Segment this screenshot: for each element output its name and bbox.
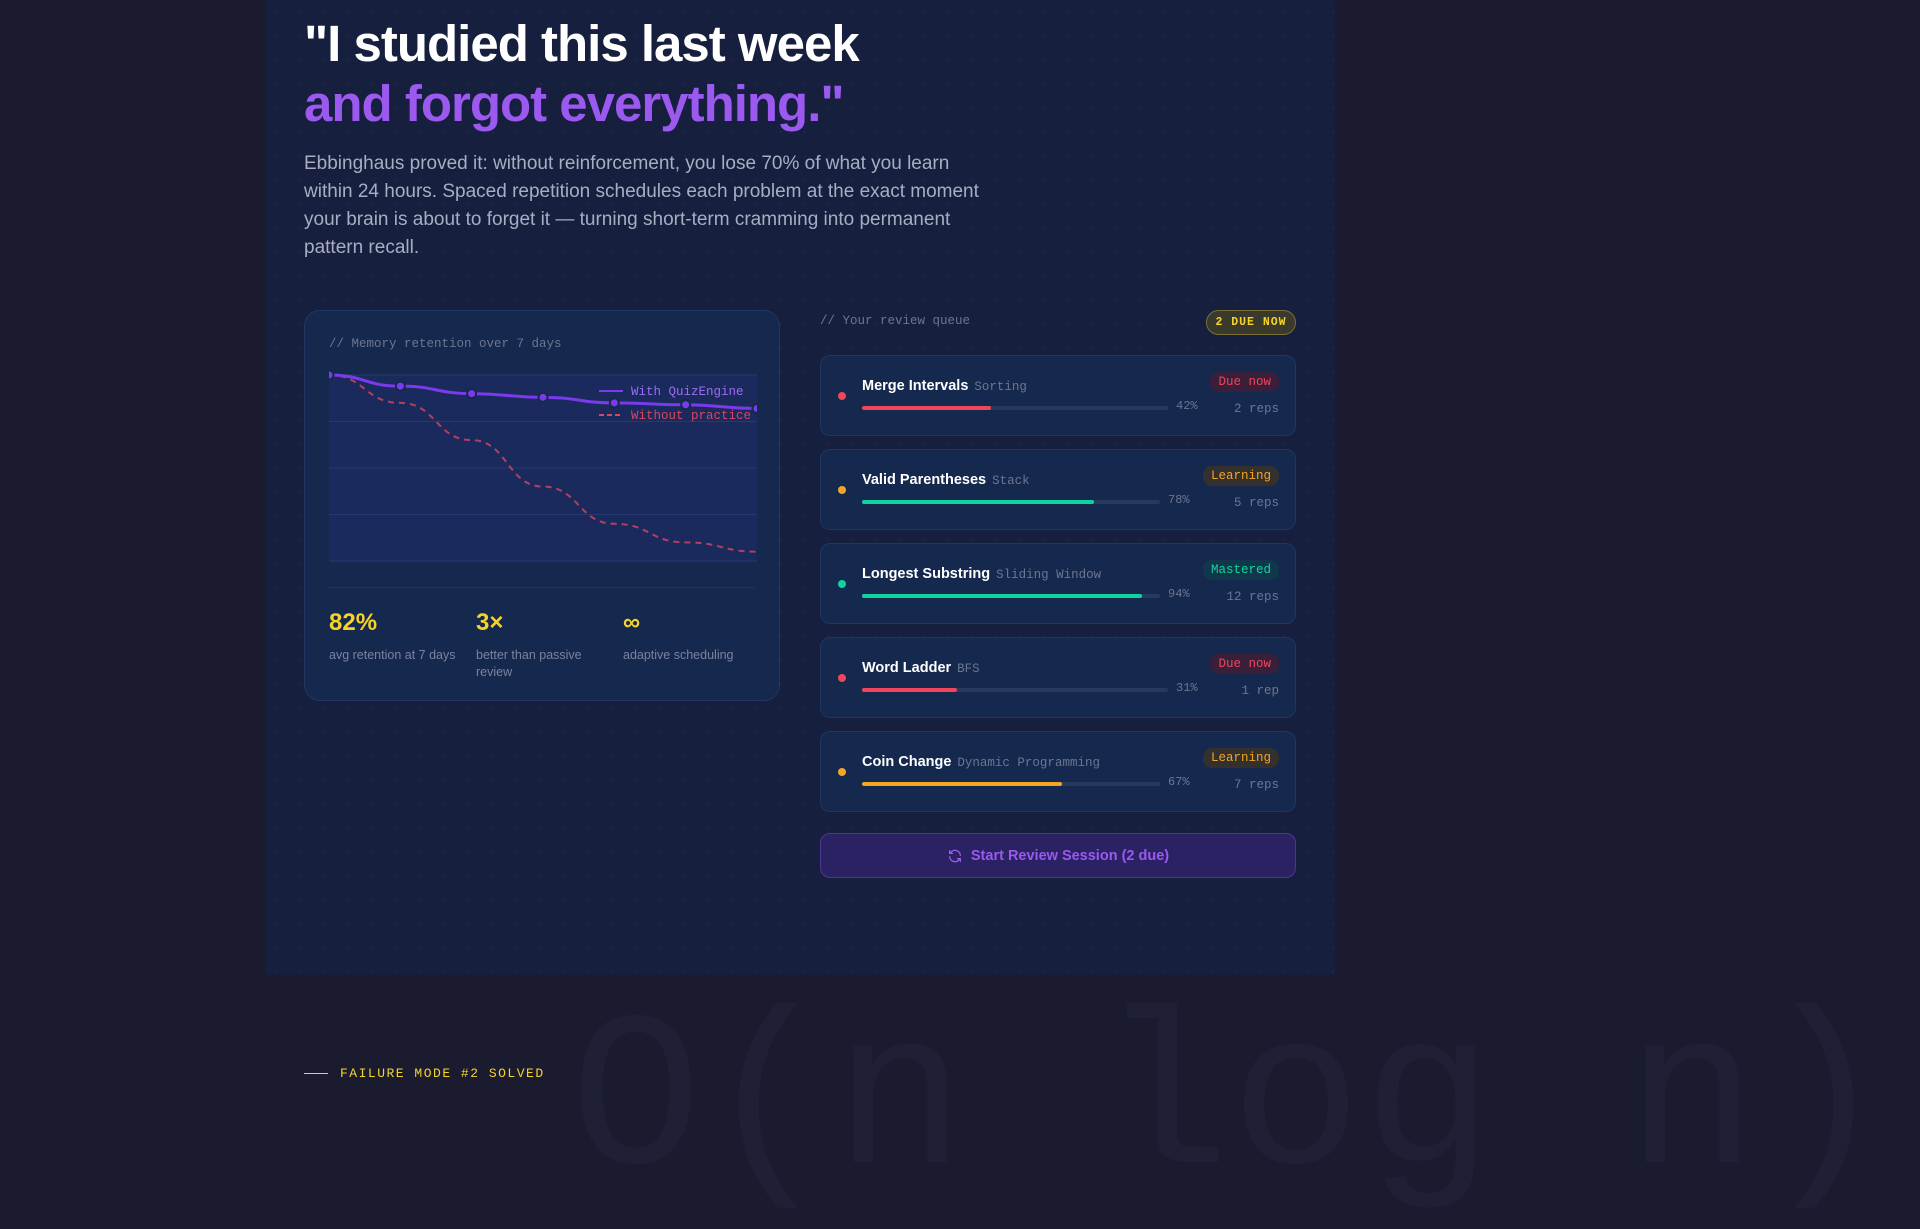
data-point <box>394 380 406 392</box>
headline-line-1: "I studied this last week <box>304 15 860 72</box>
status-badge: Due now <box>1210 372 1279 392</box>
status-badge: Learning <box>1202 748 1279 768</box>
review-queue-label: // Your review queue <box>820 314 971 328</box>
status-badge: Due now <box>1210 654 1279 674</box>
status-dot <box>838 674 846 682</box>
review-item[interactable]: Word Ladder BFS 31% Due now 1 rep <box>820 637 1296 718</box>
status-dot <box>838 392 846 400</box>
retention-fill <box>862 594 1143 598</box>
problem-title: Word Ladder BFS <box>862 660 980 676</box>
problem-title: Longest Substring Sliding Window <box>862 566 1102 582</box>
stat-label: adaptive scheduling <box>623 648 734 662</box>
legend-label: Without practice <box>631 409 751 423</box>
data-point <box>329 369 335 381</box>
legend-label: With QuizEngine <box>631 385 744 399</box>
hero-paragraph: Ebbinghaus proved it: without reinforcem… <box>304 153 979 258</box>
retention-fill <box>862 406 991 410</box>
chart-label: // Memory retention over 7 days <box>329 337 562 351</box>
section-eyebrow: FAILURE MODE #2 SOLVED <box>304 1066 545 1081</box>
retention-percent: 42% <box>1176 399 1198 413</box>
retention-bar <box>862 406 1168 410</box>
start-review-session-button[interactable]: Start Review Session (2 due) <box>820 833 1296 878</box>
problem-category: Dynamic Programming <box>957 756 1100 770</box>
retention-fill <box>862 782 1062 786</box>
stat-label: better than passive review <box>476 648 582 679</box>
stat-value: ∞ <box>623 609 641 636</box>
status-dot <box>838 486 846 494</box>
stat-adaptive: ∞ adaptive scheduling <box>623 609 763 664</box>
refresh-icon <box>948 849 961 862</box>
review-item[interactable]: Longest Substring Sliding Window 94% Mast… <box>820 543 1296 624</box>
data-point <box>466 388 478 400</box>
retention-bar <box>862 688 1168 692</box>
problem-category: Sliding Window <box>996 568 1102 582</box>
retention-bar <box>862 782 1160 786</box>
retention-bar <box>862 594 1160 598</box>
due-now-badge: 2 DUE NOW <box>1206 310 1296 335</box>
data-point <box>537 391 549 403</box>
rep-count: 1 rep <box>1241 684 1279 698</box>
review-item[interactable]: Coin Change Dynamic Programming 67% Learn… <box>820 731 1296 812</box>
data-point <box>751 402 757 414</box>
problem-category: Stack <box>992 474 1030 488</box>
button-label: Start Review Session (2 due) <box>970 847 1170 864</box>
data-point <box>608 397 620 409</box>
retention-percent: 94% <box>1168 587 1190 601</box>
problem-title: Merge Intervals Sorting <box>862 378 1027 394</box>
retention-bar <box>862 500 1160 504</box>
rep-count: 12 reps <box>1226 590 1279 604</box>
problem-category: BFS <box>957 662 980 676</box>
retention-chart: With QuizEngine Without practice <box>329 369 757 562</box>
complexity-watermark: O(n log n) <box>570 980 1891 1229</box>
review-item[interactable]: Valid Parentheses Stack 78% Learning 5 re… <box>820 449 1296 530</box>
retention-fill <box>862 500 1095 504</box>
series-line-without-practice <box>329 374 757 553</box>
retention-percent: 78% <box>1168 493 1190 507</box>
eyebrow-text: FAILURE MODE #2 SOLVED <box>340 1066 545 1081</box>
problem-title: Coin Change Dynamic Programming <box>862 754 1100 770</box>
status-badge: Learning <box>1202 466 1279 486</box>
stat-label: avg retention at 7 days <box>329 648 456 662</box>
retention-chart-card: // Memory retention over 7 days With Qui… <box>304 310 780 701</box>
rep-count: 5 reps <box>1233 496 1279 510</box>
stat-multiplier: 3× better than passive review <box>476 609 616 681</box>
data-point <box>680 399 692 411</box>
problem-title: Valid Parentheses Stack <box>862 472 1030 488</box>
retention-percent: 67% <box>1168 775 1190 789</box>
stat-value: 3× <box>476 609 504 636</box>
status-dot <box>838 580 846 588</box>
review-item[interactable]: Merge Intervals Sorting 42% Due now 2 rep… <box>820 355 1296 436</box>
eyebrow-line <box>304 1073 328 1074</box>
retention-fill <box>862 688 957 692</box>
rep-count: 2 reps <box>1233 402 1279 416</box>
divider <box>329 587 755 588</box>
status-dot <box>838 768 846 776</box>
status-badge: Mastered <box>1202 560 1279 580</box>
headline-line-2: and forgot everything." <box>304 75 845 132</box>
rep-count: 7 reps <box>1233 778 1279 792</box>
retention-percent: 31% <box>1176 681 1198 695</box>
stat-value: 82% <box>329 609 378 636</box>
problem-category: Sorting <box>974 380 1027 394</box>
stat-retention: 82% avg retention at 7 days <box>329 609 469 664</box>
